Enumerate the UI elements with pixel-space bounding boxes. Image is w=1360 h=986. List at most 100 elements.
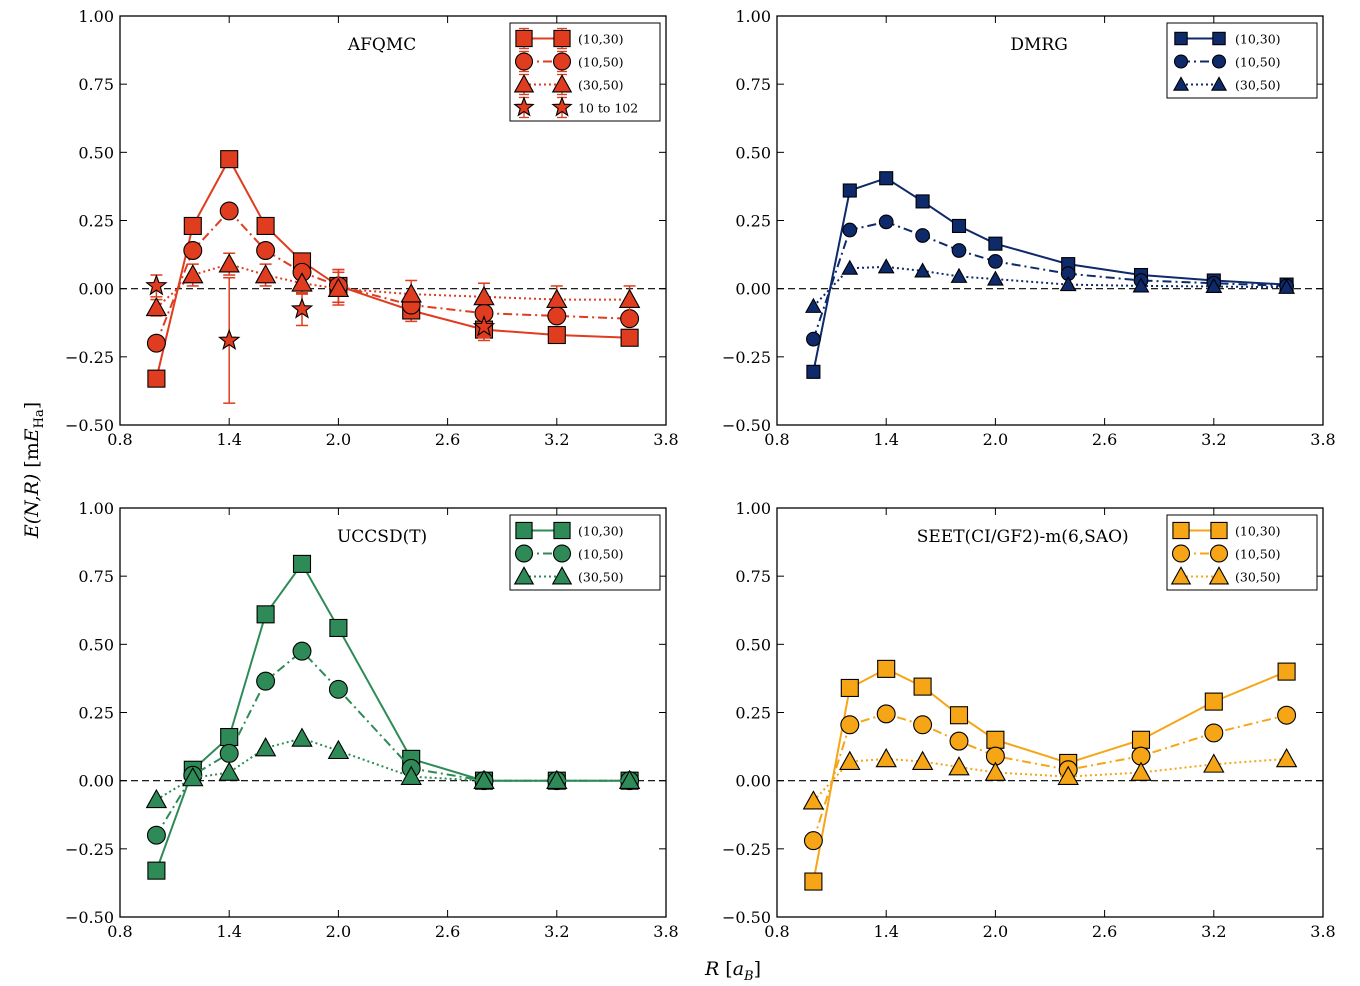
legend-marker [1174,31,1188,46]
legend: (10,30) (10,50) (30,50) [509,514,661,591]
data-point [911,750,934,770]
legend-entry: (10,50) [514,50,624,73]
legend-label: (10,30) [1235,524,1281,539]
y-tick-label: 0.00 [78,772,114,791]
data-point [984,761,1007,781]
y-tick-label: 0.75 [78,75,114,94]
legend-marker [551,566,573,585]
x-tick-label: 3.8 [1310,430,1335,449]
legend-marker [1171,544,1191,563]
data-point [182,767,204,787]
data-point [620,328,639,347]
data-point [876,704,896,724]
legend-label: (30,50) [578,78,624,93]
x-tick-label: 0.8 [107,922,132,941]
y-tick-label: 0.00 [78,280,114,299]
data-point [219,201,239,221]
legend-marker [513,96,535,117]
legend-marker [514,544,534,563]
legend-label: (30,50) [1235,78,1281,93]
panel-3: −0.50 −0.25 0.00 0.25 0.50 0.75 1.00 0.8 1.4 2.0 2… [65,499,679,941]
y-tick-label: 1.00 [78,499,114,518]
x-axis-label-unit-a: a [733,958,744,980]
x-tick-label: 1.4 [873,430,898,449]
y-axis-label-unit-e: E [21,428,43,443]
data-point [840,715,860,735]
y-tick-label: 0.50 [78,143,114,162]
panel-title: AFQMC [347,35,416,55]
legend-marker [553,29,571,48]
data-point [328,679,348,699]
legend-marker [513,566,535,585]
x-tick-label: 2.6 [435,922,460,941]
series-line [812,667,1287,882]
data-point [400,765,422,785]
y-tick-label: −0.25 [65,840,114,859]
x-tick-label: 3.8 [653,922,678,941]
x-tick-label: 0.8 [764,922,789,941]
data-point [1204,723,1224,743]
legend-marker [1170,566,1192,585]
series-(10,30) [804,659,1296,891]
data-point [292,554,312,573]
data-point [949,731,969,751]
data-point [256,216,275,236]
data-point [842,183,857,198]
series-line [812,220,1287,340]
data-point [949,706,969,725]
data-point [804,872,823,891]
data-point [1131,730,1151,749]
y-tick-label: 0.75 [735,567,771,586]
data-point [546,769,568,790]
data-point [183,216,202,236]
y-tick-label: −0.50 [65,908,114,927]
data-point [877,659,896,678]
series-10 to 102 [145,274,496,404]
series-(10,30) [147,554,639,880]
series-line [155,737,630,801]
data-point [879,171,894,186]
legend-marker [552,544,572,563]
x-tick-label: 2.6 [435,430,460,449]
data-point [218,761,240,781]
y-tick-label: 0.75 [78,567,114,586]
series-line [155,157,630,379]
data-point [256,671,276,691]
data-point [1057,765,1079,785]
series-(10,50) [146,201,640,353]
data-point [839,750,861,770]
data-point [145,296,168,317]
y-tick-label: 0.50 [735,635,771,654]
data-point [914,262,932,278]
legend-entry: (10,30) [515,27,624,50]
data-point [327,277,350,298]
data-point [841,259,859,275]
data-point [254,737,277,757]
legend-entry: (10,50) [1171,544,1281,563]
data-point [256,241,276,260]
x-tick-label: 0.8 [107,430,132,449]
legend-entry: (30,50) [513,566,624,585]
x-axis-label-unit-suffix: ] [754,958,761,980]
legend-marker [1173,54,1189,69]
data-point [473,769,495,790]
data-point [875,747,897,768]
series-(10,50) [806,214,1294,347]
y-tick-label: −0.50 [722,416,771,435]
data-point [146,333,166,353]
y-tick-label: 1.00 [735,7,771,26]
data-point [1132,277,1150,293]
data-point [1277,662,1296,681]
legend-marker [515,521,533,540]
y-tick-label: −0.25 [65,348,114,367]
x-axis-label-main: R [704,958,719,980]
data-point [986,730,1005,749]
legend-marker [515,29,533,48]
legend-label: 10 to 102 [578,101,638,116]
legend-entry: (10,30) [1174,31,1281,47]
data-point [147,861,166,880]
y-axis-label: E(N,R) [mEHa] [21,402,47,539]
x-axis-label: R [aB] [704,958,761,984]
data-point [145,274,168,296]
data-point [806,364,821,379]
